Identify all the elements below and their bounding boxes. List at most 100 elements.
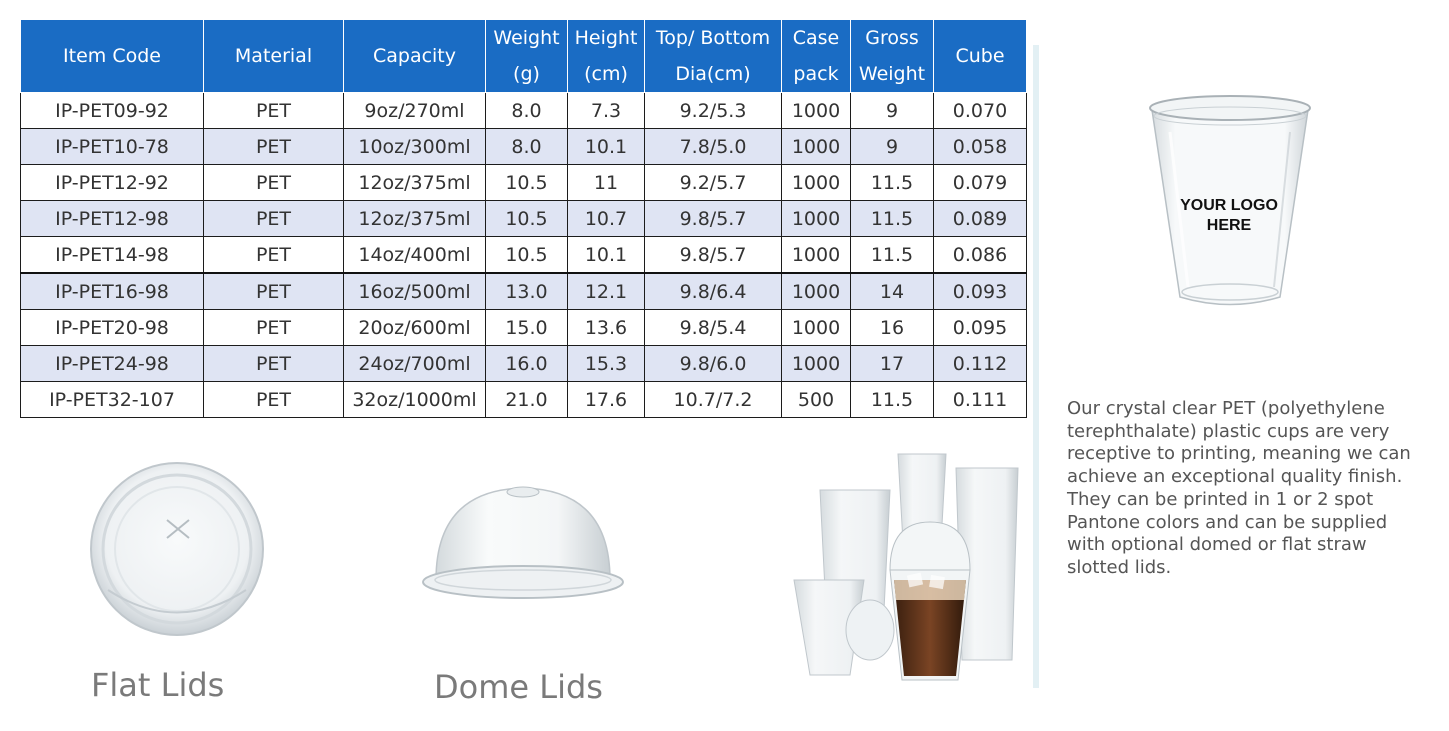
- table-cell: 13.0: [485, 272, 568, 310]
- table-cell: 16oz/500ml: [343, 272, 486, 310]
- table-cell: 15.0: [485, 309, 568, 346]
- table-cell: IP-PET09-92: [20, 92, 204, 129]
- column-header-line: Dia(cm): [675, 63, 751, 85]
- table-cell: IP-PET16-98: [20, 272, 204, 310]
- column-header-line: Item Code: [63, 45, 161, 67]
- table-cell: 10.7: [567, 200, 645, 237]
- column-header: Height (cm): [567, 19, 645, 93]
- table-cell: 1000: [781, 345, 851, 382]
- column-header: Weight (g): [485, 19, 568, 93]
- column-header-line: Capacity: [372, 45, 457, 67]
- column-header: Cube: [933, 19, 1027, 93]
- column-header: Material: [203, 19, 344, 93]
- stacked-cups-image: [793, 453, 1019, 681]
- table-cell: 9: [850, 128, 934, 165]
- table-cell: 9.8/5.4: [644, 309, 782, 346]
- table-cell: 0.089: [933, 200, 1027, 237]
- table-cell: 10.1: [567, 128, 645, 165]
- spec-table: Item Code Material Capacity Weight (g) Height…: [20, 19, 1027, 418]
- table-cell: 12oz/375ml: [343, 200, 486, 237]
- table-cell: 1000: [781, 200, 851, 237]
- table-cell: 24oz/700ml: [343, 345, 486, 382]
- table-cell: 7.3: [567, 92, 645, 129]
- table-cell: IP-PET10-78: [20, 128, 204, 165]
- column-header: Case pack: [781, 19, 851, 93]
- table-cell: 0.058: [933, 128, 1027, 165]
- product-description: Our crystal clear PET (polyethylene tere…: [1067, 398, 1411, 578]
- table-cell: PET: [203, 200, 344, 237]
- table-cell: PET: [203, 381, 344, 418]
- vertical-divider: [1033, 45, 1039, 688]
- column-header-line: Weight: [493, 27, 560, 49]
- table-cell: 9.8/6.0: [644, 345, 782, 382]
- table-cell: 11.5: [850, 200, 934, 237]
- table-cell: 10oz/300ml: [343, 128, 486, 165]
- table-cell: 14oz/400ml: [343, 236, 486, 274]
- table-cell: 8.0: [485, 92, 568, 129]
- table-cell: 0.070: [933, 92, 1027, 129]
- table-cell: 10.5: [485, 164, 568, 201]
- column-header-line: (cm): [584, 63, 628, 85]
- table-cell: 20oz/600ml: [343, 309, 486, 346]
- table-cell: 0.112: [933, 345, 1027, 382]
- table-row: IP-PET10-78 PET 10oz/300ml 8.0 10.1 7.8/5.0 10…: [20, 128, 1027, 165]
- table-cell: 1000: [781, 92, 851, 129]
- column-header: Item Code: [20, 19, 204, 93]
- table-row: IP-PET12-92 PET 12oz/375ml 10.5 11 9.2/5.7 100…: [20, 164, 1027, 201]
- flat-lid-image: [90, 462, 264, 636]
- column-header-line: Gross: [865, 27, 919, 49]
- table-cell: IP-PET12-92: [20, 164, 204, 201]
- table-cell: 9.2/5.7: [644, 164, 782, 201]
- table-cell: 0.093: [933, 272, 1027, 310]
- table-row: IP-PET20-98 PET 20oz/600ml 15.0 13.6 9.8/5.4 1…: [20, 309, 1027, 346]
- table-cell: IP-PET32-107: [20, 381, 204, 418]
- table-cell: 1000: [781, 309, 851, 346]
- table-cell: 9.8/5.7: [644, 200, 782, 237]
- table-cell: 1000: [781, 164, 851, 201]
- table-row: IP-PET12-98 PET 12oz/375ml 10.5 10.7 9.8/5.7 1…: [20, 200, 1027, 237]
- table-header-row: Item Code Material Capacity Weight (g) Height…: [20, 19, 1027, 93]
- table-cell: PET: [203, 128, 344, 165]
- table-cell: 15.3: [567, 345, 645, 382]
- table-cell: IP-PET24-98: [20, 345, 204, 382]
- table-cell: 10.5: [485, 236, 568, 274]
- table-cell: 10.7/7.2: [644, 381, 782, 418]
- table-cell: 17: [850, 345, 934, 382]
- logo-cup-image: YOUR LOGO HERE: [1149, 95, 1311, 306]
- table-cell: 8.0: [485, 128, 568, 165]
- table-cell: 500: [781, 381, 851, 418]
- table-cell: 21.0: [485, 381, 568, 418]
- table-cell: 10.1: [567, 236, 645, 274]
- table-cell: 16.0: [485, 345, 568, 382]
- table-cell: 13.6: [567, 309, 645, 346]
- table-cell: 9.8/6.4: [644, 272, 782, 310]
- table-cell: IP-PET14-98: [20, 236, 204, 274]
- table-cell: PET: [203, 345, 344, 382]
- table-cell: 0.111: [933, 381, 1027, 418]
- table-cell: 11.5: [850, 236, 934, 274]
- table-row: IP-PET16-98 PET 16oz/500ml 13.0 12.1 9.8/6.4 1…: [20, 272, 1027, 310]
- table-cell: PET: [203, 92, 344, 129]
- table-cell: 9.2/5.3: [644, 92, 782, 129]
- table-cell: 0.086: [933, 236, 1027, 274]
- table-cell: 1000: [781, 272, 851, 310]
- table-cell: 17.6: [567, 381, 645, 418]
- dome-lids-caption: Dome Lids: [434, 668, 603, 706]
- column-header: Capacity: [343, 19, 486, 93]
- table-cell: 1000: [781, 236, 851, 274]
- column-header-line: Weight: [858, 63, 926, 85]
- column-header: Gross Weight: [850, 19, 934, 93]
- column-header-line: Case: [792, 27, 840, 49]
- table-cell: 9oz/270ml: [343, 92, 486, 129]
- table-cell: PET: [203, 272, 344, 310]
- table-cell: 11: [567, 164, 645, 201]
- table-cell: 1000: [781, 128, 851, 165]
- table-cell: 7.8/5.0: [644, 128, 782, 165]
- column-header: Top/ Bottom Dia(cm): [644, 19, 782, 93]
- table-cell: 16: [850, 309, 934, 346]
- table-cell: 10.5: [485, 200, 568, 237]
- table-cell: PET: [203, 309, 344, 346]
- table-cell: PET: [203, 164, 344, 201]
- table-row: IP-PET09-92 PET 9oz/270ml 8.0 7.3 9.2/5.3 1000…: [20, 92, 1027, 129]
- cup-logo-line2: HERE: [1207, 217, 1252, 234]
